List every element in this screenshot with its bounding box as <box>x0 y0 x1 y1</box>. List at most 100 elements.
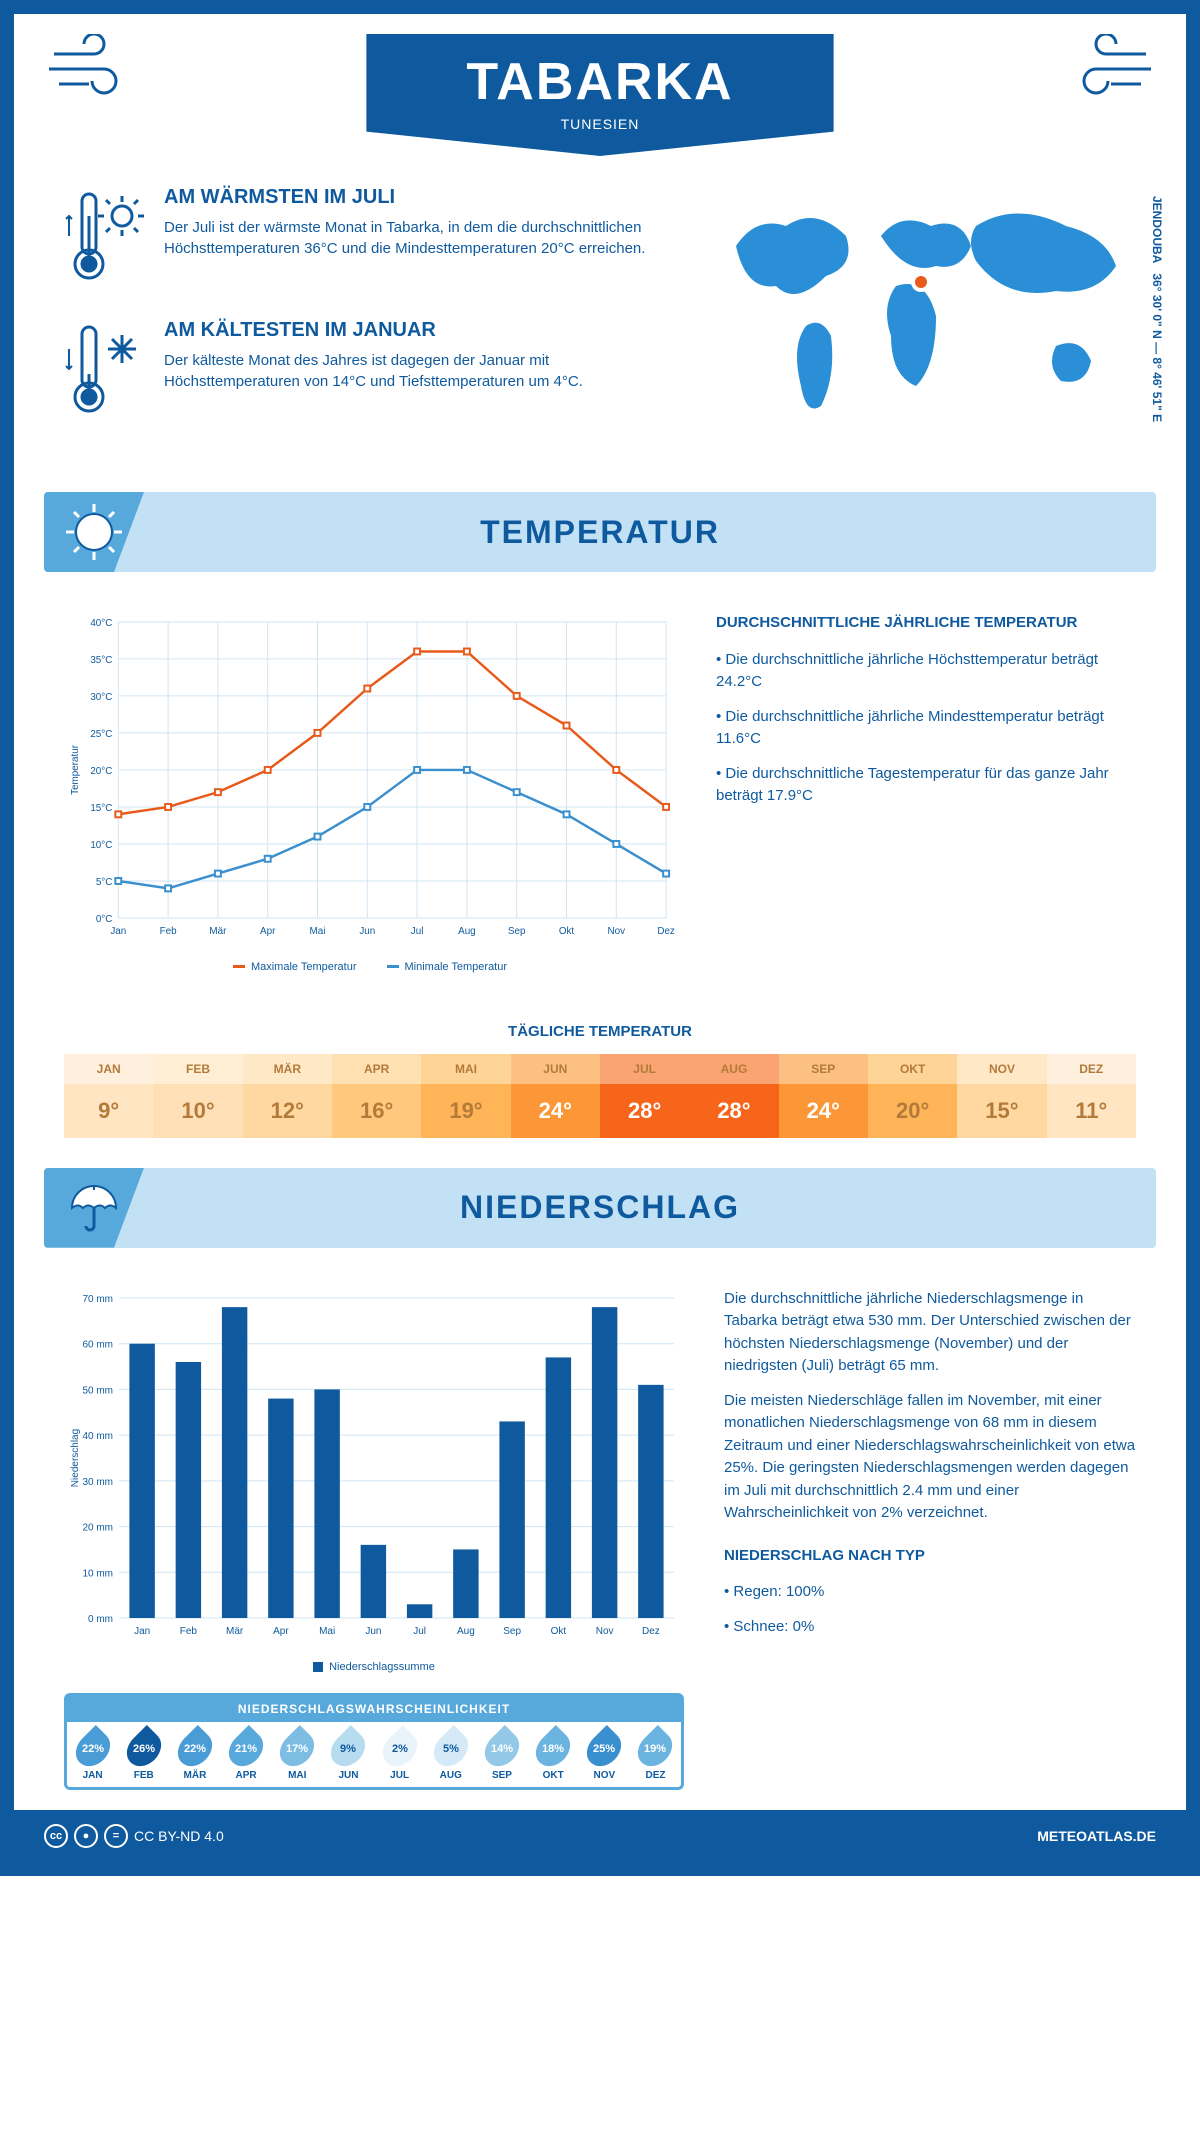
svg-text:Dez: Dez <box>657 926 675 937</box>
svg-text:20°C: 20°C <box>90 766 112 777</box>
svg-text:Jun: Jun <box>359 926 375 937</box>
svg-text:Nov: Nov <box>608 926 626 937</box>
prob-cell: 5% AUG <box>425 1722 476 1787</box>
precip-probability: NIEDERSCHLAGSWAHRSCHEINLICHKEIT 22% JAN … <box>64 1693 684 1790</box>
svg-text:10 mm: 10 mm <box>82 1568 113 1579</box>
svg-text:60 mm: 60 mm <box>82 1339 113 1350</box>
prob-cell: 21% APR <box>221 1722 272 1787</box>
site-name: METEOATLAS.DE <box>1037 1828 1156 1844</box>
precip-type-title: NIEDERSCHLAG NACH TYP <box>724 1545 1136 1568</box>
svg-text:30 mm: 30 mm <box>82 1476 113 1487</box>
temp-desc-title: DURCHSCHNITTLICHE JÄHRLICHE TEMPERATUR <box>716 612 1136 635</box>
daily-col: JUN 24° <box>511 1054 600 1138</box>
daily-col: MÄR 12° <box>243 1054 332 1138</box>
temp-body: 0°C5°C10°C15°C20°C25°C30°C35°C40°CJanFeb… <box>14 582 1186 1003</box>
temp-desc-line: • Die durchschnittliche jährliche Höchst… <box>716 649 1136 694</box>
svg-text:Mär: Mär <box>226 1626 244 1637</box>
footer: cc ● = CC BY-ND 4.0 METEOATLAS.DE <box>14 1810 1186 1862</box>
precip-p1: Die durchschnittliche jährliche Niedersc… <box>724 1288 1136 1378</box>
prob-cell: 19% DEZ <box>630 1722 681 1787</box>
nd-icon: = <box>104 1824 128 1848</box>
svg-text:Mai: Mai <box>310 926 326 937</box>
temp-legend: Maximale TemperaturMinimale Temperatur <box>64 961 676 973</box>
temp-heading: TEMPERATUR <box>44 514 1156 551</box>
thermometer-sun-icon <box>64 186 144 291</box>
svg-text:Jun: Jun <box>365 1626 381 1637</box>
svg-text:Dez: Dez <box>642 1626 660 1637</box>
precip-p2: Die meisten Niederschläge fallen im Nove… <box>724 1390 1136 1525</box>
cold-text: Der kälteste Monat des Jahres ist dagege… <box>164 350 686 392</box>
cold-title: AM KÄLTESTEN IM JANUAR <box>164 319 686 342</box>
precip-description: Die durchschnittliche jährliche Niedersc… <box>724 1288 1136 1673</box>
svg-text:Okt: Okt <box>551 1626 567 1637</box>
svg-text:5°C: 5°C <box>96 877 113 888</box>
svg-text:20 mm: 20 mm <box>82 1522 113 1533</box>
prob-cell: 18% OKT <box>528 1722 579 1787</box>
daily-col: JAN 9° <box>64 1054 153 1138</box>
umbrella-icon <box>64 1178 124 1238</box>
svg-text:Apr: Apr <box>273 1626 289 1637</box>
svg-text:70 mm: 70 mm <box>82 1294 113 1305</box>
svg-text:Niederschlag: Niederschlag <box>70 1428 81 1486</box>
precip-type-line: • Schnee: 0% <box>724 1616 1136 1639</box>
svg-text:Okt: Okt <box>559 926 575 937</box>
precip-body: 0 mm 10 mm 20 mm 30 mm 40 mm 50 mm 60 mm 70 mm J… <box>14 1258 1186 1683</box>
daily-col: APR 16° <box>332 1054 421 1138</box>
daily-temp-table: JAN 9° FEB 10° MÄR 12° APR 16° MAI 19° J… <box>64 1054 1136 1138</box>
svg-text:Sep: Sep <box>508 926 526 937</box>
title-banner: TABARKA TUNESIEN <box>366 34 833 156</box>
svg-text:0 mm: 0 mm <box>88 1614 113 1625</box>
prob-cell: 22% JAN <box>67 1722 118 1787</box>
svg-text:Aug: Aug <box>458 926 476 937</box>
cc-icon: cc <box>44 1824 68 1848</box>
precip-legend: Niederschlagssumme <box>64 1661 684 1673</box>
license: cc ● = CC BY-ND 4.0 <box>44 1824 224 1848</box>
temp-line-chart: 0°C5°C10°C15°C20°C25°C30°C35°C40°CJanFeb… <box>64 612 676 973</box>
prob-title: NIEDERSCHLAGSWAHRSCHEINLICHKEIT <box>67 1696 681 1722</box>
svg-text:25°C: 25°C <box>90 729 112 740</box>
cold-fact: AM KÄLTESTEN IM JANUAR Der kälteste Mona… <box>64 319 686 424</box>
page: TABARKA TUNESIEN AM WÄRMSTEN IM JULI Der… <box>0 0 1200 1876</box>
svg-text:Jul: Jul <box>413 1626 426 1637</box>
warm-text: Der Juli ist der wärmste Monat in Tabark… <box>164 217 686 259</box>
country-subtitle: TUNESIEN <box>466 116 733 132</box>
precip-heading: NIEDERSCHLAG <box>44 1189 1156 1226</box>
precip-type-line: • Regen: 100% <box>724 1581 1136 1604</box>
by-icon: ● <box>74 1824 98 1848</box>
daily-col: OKT 20° <box>868 1054 957 1138</box>
sun-icon <box>64 502 124 562</box>
header: TABARKA TUNESIEN <box>14 14 1186 156</box>
svg-text:Feb: Feb <box>180 1626 198 1637</box>
prob-cell: 17% MAI <box>272 1722 323 1787</box>
svg-text:Temperatur: Temperatur <box>70 744 81 795</box>
svg-text:Jan: Jan <box>110 926 126 937</box>
svg-text:40 mm: 40 mm <box>82 1431 113 1442</box>
city-title: TABARKA <box>466 52 733 112</box>
svg-text:Nov: Nov <box>596 1626 614 1637</box>
thermometer-snow-icon <box>64 319 144 424</box>
svg-text:0°C: 0°C <box>96 914 113 925</box>
daily-col: AUG 28° <box>689 1054 778 1138</box>
wind-icon-left <box>44 34 134 116</box>
svg-text:Apr: Apr <box>260 926 276 937</box>
license-text: CC BY-ND 4.0 <box>134 1828 224 1844</box>
precip-bar-chart: 0 mm 10 mm 20 mm 30 mm 40 mm 50 mm 60 mm 70 mm J… <box>64 1288 684 1673</box>
prob-cell: 25% NOV <box>579 1722 630 1787</box>
prob-cell: 26% FEB <box>118 1722 169 1787</box>
intro-facts: AM WÄRMSTEN IM JULI Der Juli ist der wär… <box>64 186 686 452</box>
svg-text:Sep: Sep <box>503 1626 521 1637</box>
wind-icon-right <box>1066 34 1156 116</box>
warm-fact: AM WÄRMSTEN IM JULI Der Juli ist der wär… <box>64 186 686 291</box>
svg-text:50 mm: 50 mm <box>82 1385 113 1396</box>
svg-text:30°C: 30°C <box>90 692 112 703</box>
prob-cell: 2% JUL <box>374 1722 425 1787</box>
daily-temp-title: TÄGLICHE TEMPERATUR <box>14 1023 1186 1040</box>
daily-col: SEP 24° <box>779 1054 868 1138</box>
daily-col: FEB 10° <box>153 1054 242 1138</box>
daily-col: NOV 15° <box>957 1054 1046 1138</box>
temp-description: DURCHSCHNITTLICHE JÄHRLICHE TEMPERATUR •… <box>716 612 1136 973</box>
temp-desc-line: • Die durchschnittliche Tagestemperatur … <box>716 763 1136 808</box>
svg-text:10°C: 10°C <box>90 840 112 851</box>
svg-text:Mär: Mär <box>209 926 227 937</box>
prob-cell: 14% SEP <box>476 1722 527 1787</box>
